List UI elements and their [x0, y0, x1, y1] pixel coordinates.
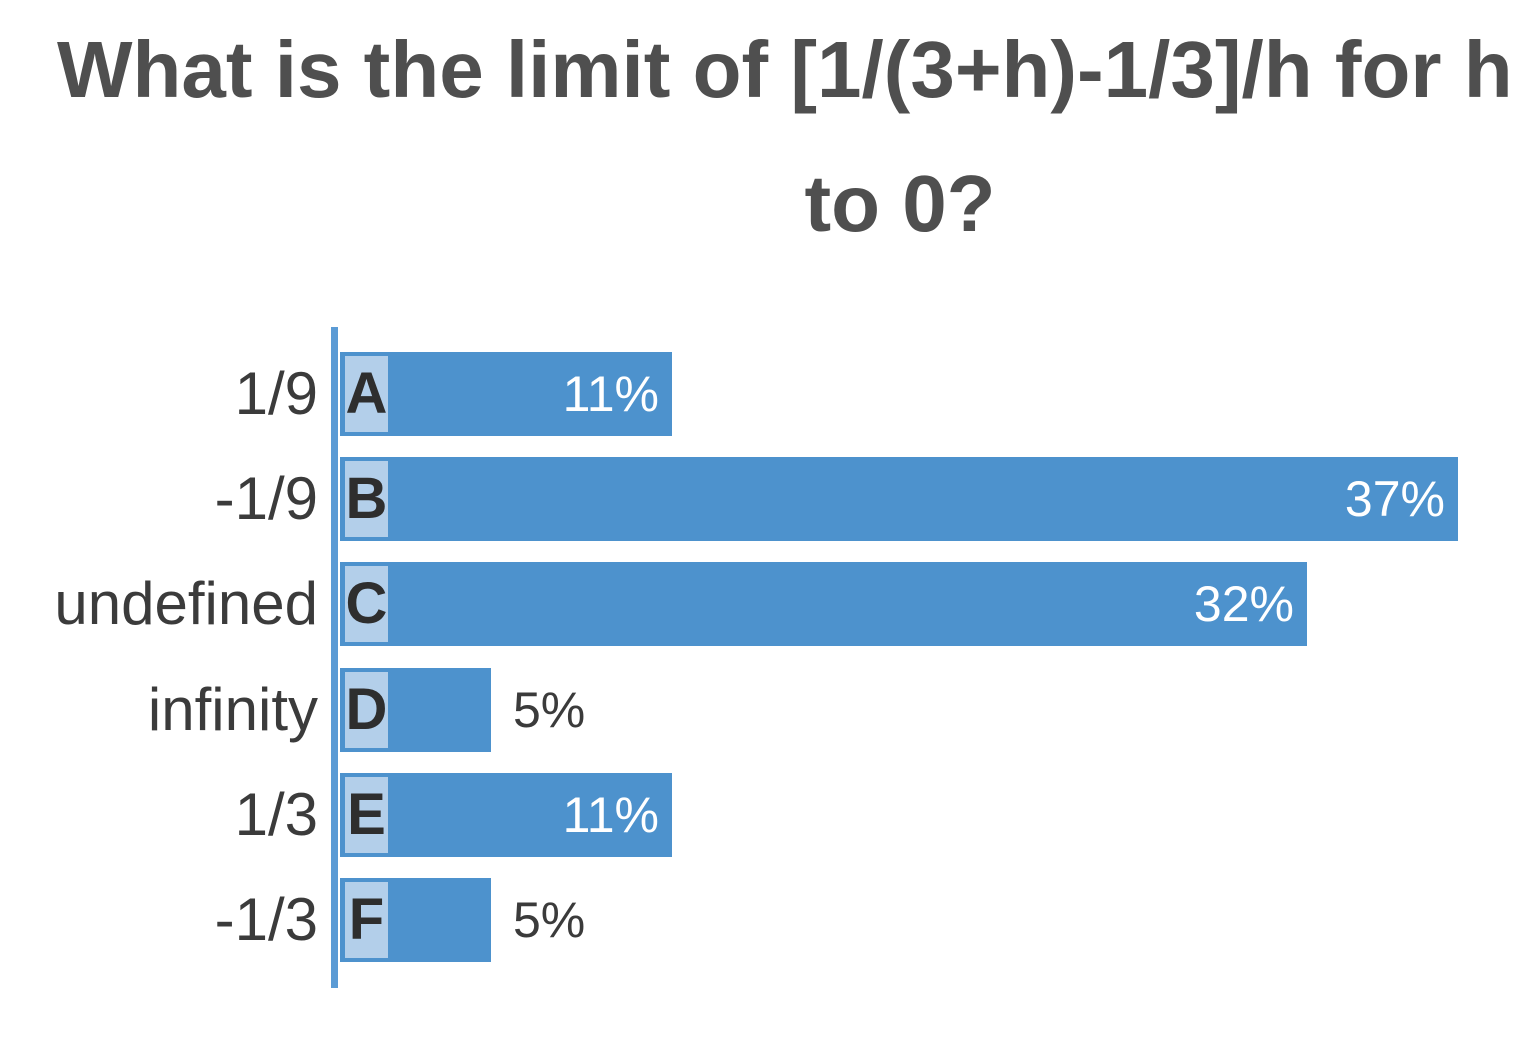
- option-letter-badge: B: [345, 461, 388, 537]
- answer-row-d: infinity D 5%: [0, 668, 1539, 752]
- option-letter-badge: F: [345, 882, 388, 958]
- answer-label: infinity: [147, 676, 318, 743]
- result-percentage: 11%: [562, 366, 659, 422]
- answer-label: -1/3: [214, 886, 318, 953]
- result-bar: D: [340, 668, 491, 752]
- result-bar: C 32%: [340, 562, 1307, 646]
- answer-label: 1/3: [234, 781, 318, 848]
- option-letter-badge: D: [345, 672, 388, 748]
- result-bar: B 37%: [340, 457, 1458, 541]
- option-letter-badge: E: [345, 777, 388, 853]
- answer-row-a: 1/9 A 11%: [0, 352, 1539, 436]
- chart-axis-line: [331, 327, 338, 988]
- answer-label: -1/9: [214, 465, 318, 532]
- poll-title-line1: What is the limit of [1/(3+h)-1/3]/h for…: [57, 25, 1513, 114]
- answer-row-b: -1/9 B 37%: [0, 457, 1539, 541]
- result-percentage: 5%: [513, 682, 586, 738]
- result-percentage: 32%: [1193, 576, 1294, 632]
- result-bar: A 11%: [340, 352, 672, 436]
- result-bar: E 11%: [340, 773, 672, 857]
- answer-row-e: 1/3 E 11%: [0, 773, 1539, 857]
- answer-label: 1/9: [234, 360, 318, 427]
- result-bar: F: [340, 878, 491, 962]
- result-percentage: 11%: [562, 787, 659, 843]
- result-percentage: 5%: [513, 892, 586, 948]
- answer-row-c: undefined C 32%: [0, 562, 1539, 646]
- answer-row-f: -1/3 F 5%: [0, 878, 1539, 962]
- option-letter-badge: A: [345, 356, 388, 432]
- option-letter-badge: C: [345, 566, 388, 642]
- poll-title-line2: to 0?: [804, 159, 996, 248]
- result-percentage: 37%: [1344, 471, 1445, 527]
- answer-label: undefined: [54, 570, 318, 637]
